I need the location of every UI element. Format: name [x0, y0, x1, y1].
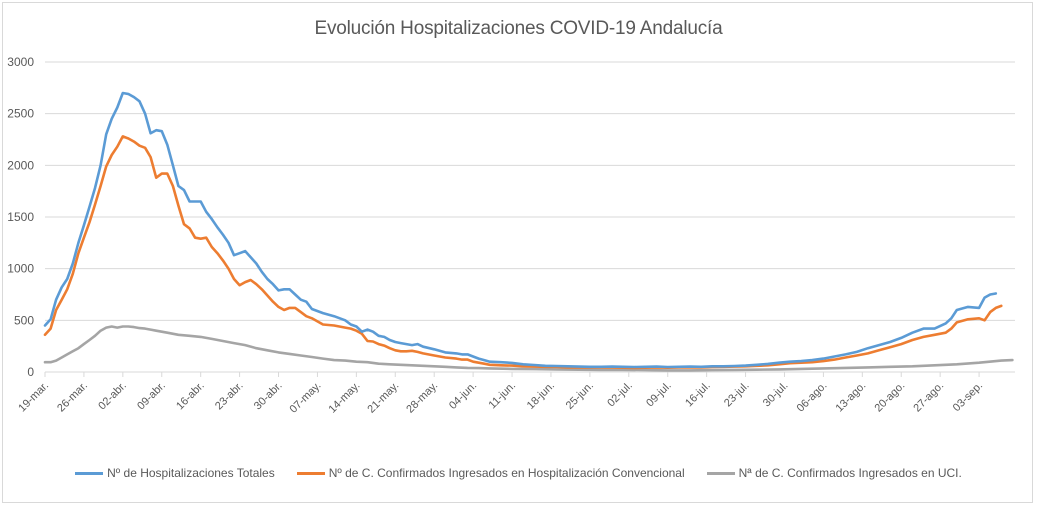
y-axis: 0 500 1000 1500 2000 2500 3000 [7, 55, 34, 379]
x-tick-label: 14-may. [326, 380, 362, 416]
x-tick-label: 03-sep. [951, 380, 985, 414]
x-tick-label: 16-jul. [683, 380, 713, 410]
legend-item-convencional: Nº de C. Confirmados Ingresados en Hospi… [296, 466, 685, 480]
x-tick-label: 20-ago. [872, 380, 907, 415]
legend-label-convencional: Nº de C. Confirmados Ingresados en Hospi… [328, 466, 685, 480]
x-tick-label: 11-jun. [486, 380, 518, 412]
legend-swatch-convencional [296, 471, 325, 475]
legend: Nº de Hospitalizaciones Totales Nº de C.… [0, 466, 1037, 480]
x-tick-label: 23-jul. [722, 380, 752, 410]
x-tick-label: 02-abr. [96, 380, 129, 413]
x-tick-label: 27-ago. [911, 380, 946, 415]
y-tick-label: 3000 [7, 55, 34, 69]
x-tick-label: 06-ago. [795, 380, 830, 415]
x-tick-label: 28-may. [404, 380, 440, 416]
legend-swatch-totales [75, 471, 104, 475]
legend-label-totales: Nº de Hospitalizaciones Totales [107, 466, 275, 480]
x-tick-label: 21-may. [365, 380, 401, 416]
series-line-0 [43, 91, 998, 369]
x-tick-label: 18-jun. [525, 380, 557, 412]
chart-title: Evolución Hospitalizaciones COVID-19 And… [314, 18, 723, 39]
x-axis: 19-mar. 26-mar. 02-abr. 09-abr. 16-abr. 23-ab… [16, 372, 985, 416]
y-tick-label: 1500 [7, 210, 34, 224]
legend-item-uci: Nª de C. Confirmados Ingresados en UCI. [706, 466, 962, 480]
y-tick-label: 1000 [7, 262, 34, 276]
y-tick-label: 500 [14, 313, 34, 327]
x-tick-label: 26-mar. [55, 380, 90, 415]
x-tick-label: 09-jul. [644, 380, 674, 410]
x-tick-label: 07-may. [288, 380, 324, 416]
y-tick-label: 0 [27, 365, 34, 379]
legend-item-totales: Nº de Hospitalizaciones Totales [75, 466, 275, 480]
x-tick-label: 19-mar. [16, 380, 51, 415]
series-line-2 [43, 325, 1014, 372]
x-tick-label: 30-jul. [761, 380, 791, 410]
x-tick-label: 30-abr. [252, 380, 285, 413]
x-tick-label: 02-jul. [605, 380, 635, 410]
y-tick-label: 2500 [7, 107, 34, 121]
legend-label-uci: Nª de C. Confirmados Ingresados en UCI. [738, 466, 962, 480]
x-tick-label: 04-jun. [447, 380, 479, 412]
x-tick-label: 16-abr. [174, 380, 207, 413]
x-tick-label: 25-jun. [564, 380, 596, 412]
series-line-1 [43, 135, 1003, 370]
x-tick-label: 23-abr. [213, 380, 246, 413]
x-tick-label: 13-ago. [834, 380, 869, 415]
y-tick-label: 2000 [7, 158, 34, 172]
series-lines [43, 91, 1014, 372]
gridlines [45, 61, 1015, 373]
legend-swatch-uci [706, 471, 735, 475]
x-tick-label: 09-abr. [135, 380, 168, 413]
